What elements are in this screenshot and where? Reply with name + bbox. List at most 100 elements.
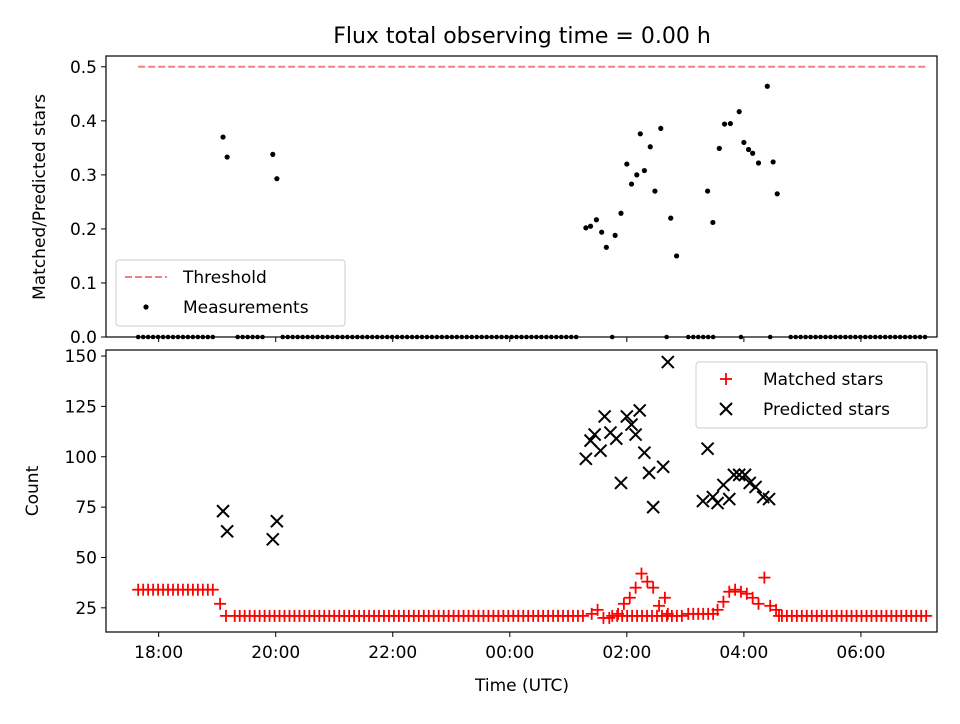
x-tick-label: 00:00 xyxy=(485,643,534,663)
predicted-star-point xyxy=(762,492,776,506)
x-tick-label: 04:00 xyxy=(719,643,768,663)
matched-star-point xyxy=(746,591,759,604)
matched-star-point xyxy=(711,603,724,616)
top-x-ticks xyxy=(158,337,862,342)
matched-star-point xyxy=(603,611,616,624)
figure-title: Flux total observing time = 0.00 h xyxy=(333,24,711,49)
predicted-star-point xyxy=(700,441,715,456)
measurement-point xyxy=(673,253,680,259)
matched-legend-label: Matched stars xyxy=(763,370,883,390)
predicted-star-point xyxy=(738,468,752,482)
top-axes-frame xyxy=(105,55,938,338)
measurement-point xyxy=(270,151,276,157)
predicted-star-point xyxy=(642,466,656,480)
predicted-star-point xyxy=(597,409,612,424)
predicted-star-point xyxy=(587,427,602,442)
measurement-point xyxy=(710,219,716,226)
predicted-star-point xyxy=(661,355,675,369)
measurement-point xyxy=(587,223,594,229)
x-axis-label: Time (UTC) xyxy=(474,676,569,696)
measurement-point xyxy=(745,146,752,153)
predicted-star-point xyxy=(220,524,234,538)
x-tick-label: 18:00 xyxy=(134,643,183,663)
measurement-point xyxy=(736,109,742,115)
predicted-star-point xyxy=(270,514,284,528)
predicted-star-point xyxy=(579,452,593,466)
predicted-star-point xyxy=(624,417,639,432)
matched-star-point xyxy=(629,581,642,594)
measurement-point xyxy=(721,121,728,127)
predicted-star-point xyxy=(609,431,624,446)
matched-star-point xyxy=(576,609,589,622)
measurement-point xyxy=(624,161,630,167)
predicted-star-point xyxy=(727,468,741,482)
matched-star-point xyxy=(734,585,747,598)
measurement-point xyxy=(599,229,605,235)
measurement-point xyxy=(634,172,640,178)
measurement-point xyxy=(618,210,624,216)
matched-star-point xyxy=(752,597,765,610)
bottom-y-tick-label: 100 xyxy=(65,448,97,468)
measurement-point xyxy=(647,144,653,150)
top-panel: 0.0 0.1 0.2 0.3 0.4 0.5 Matched/Predicted sta… xyxy=(30,55,938,348)
top-legend: Threshold Measurements xyxy=(115,259,346,327)
predicted-star-point xyxy=(583,433,598,448)
matched-star-point xyxy=(647,581,660,594)
predicted-star-point xyxy=(628,427,643,442)
top-y-axis: 0.0 0.1 0.2 0.3 0.4 0.5 xyxy=(70,58,106,348)
measurement-point xyxy=(612,232,618,239)
matched-star-point xyxy=(641,575,654,588)
measurement-point xyxy=(704,188,711,194)
top-y-tick-label: 0.2 xyxy=(70,220,97,240)
threshold-legend-label: Threshold xyxy=(182,268,267,288)
predicted-star-point xyxy=(716,478,731,492)
matched-star-point xyxy=(729,583,742,596)
matched-star-point xyxy=(653,599,666,612)
predicted-star-point xyxy=(614,476,628,490)
matched-star-point xyxy=(617,597,630,610)
bottom-y-tick-label: 50 xyxy=(75,548,97,568)
x-axis: 18:00 20:00 22:00 00:00 02:00 04:00 06:00 xyxy=(134,632,885,663)
predicted-star-point xyxy=(266,532,280,547)
predicted-star-point xyxy=(710,496,725,510)
measurement-point xyxy=(755,160,762,166)
matched-star-point xyxy=(661,607,674,620)
predicted-star-point xyxy=(633,403,647,418)
measurement-point xyxy=(220,134,226,140)
measurement-point xyxy=(716,145,722,152)
top-y-tick-label: 0.3 xyxy=(70,166,97,186)
matched-star-point xyxy=(920,609,933,622)
top-y-axis-label: Matched/Predicted stars xyxy=(30,94,50,300)
measurement-point xyxy=(727,120,734,127)
predicted-star-point xyxy=(637,446,652,460)
measurement-point xyxy=(224,154,230,160)
bottom-y-tick-label: 25 xyxy=(75,599,97,619)
measurement-point xyxy=(750,150,756,156)
top-y-tick-label: 0.5 xyxy=(70,58,97,78)
top-y-tick-label: 0.1 xyxy=(70,274,97,294)
matched-star-point xyxy=(623,591,636,604)
measurements-legend-label: Measurements xyxy=(183,298,309,318)
predicted-star-point xyxy=(732,468,746,482)
measurement-point xyxy=(603,244,609,250)
predicted-star-point xyxy=(646,500,660,514)
measurement-point xyxy=(583,225,589,231)
matched-star-point xyxy=(770,603,783,616)
predicted-star-point xyxy=(216,504,230,518)
measurement-point xyxy=(637,131,643,137)
measurements-legend-swatch xyxy=(143,304,149,310)
predicted-star-point xyxy=(743,476,757,490)
predicted-star-point xyxy=(656,460,670,474)
predicted-star-point xyxy=(722,492,736,506)
measurement-point xyxy=(274,176,280,182)
matched-legend-swatch xyxy=(720,373,732,385)
bottom-y-axis-label: Count xyxy=(23,465,43,516)
bottom-legend: Matched stars Predicted stars xyxy=(695,361,928,429)
top-legend-box xyxy=(115,259,346,327)
matched-star-point xyxy=(219,609,232,622)
bottom-y-tick-label: 125 xyxy=(65,397,97,417)
matched-star-point xyxy=(635,567,648,580)
matched-star-point xyxy=(612,607,625,620)
